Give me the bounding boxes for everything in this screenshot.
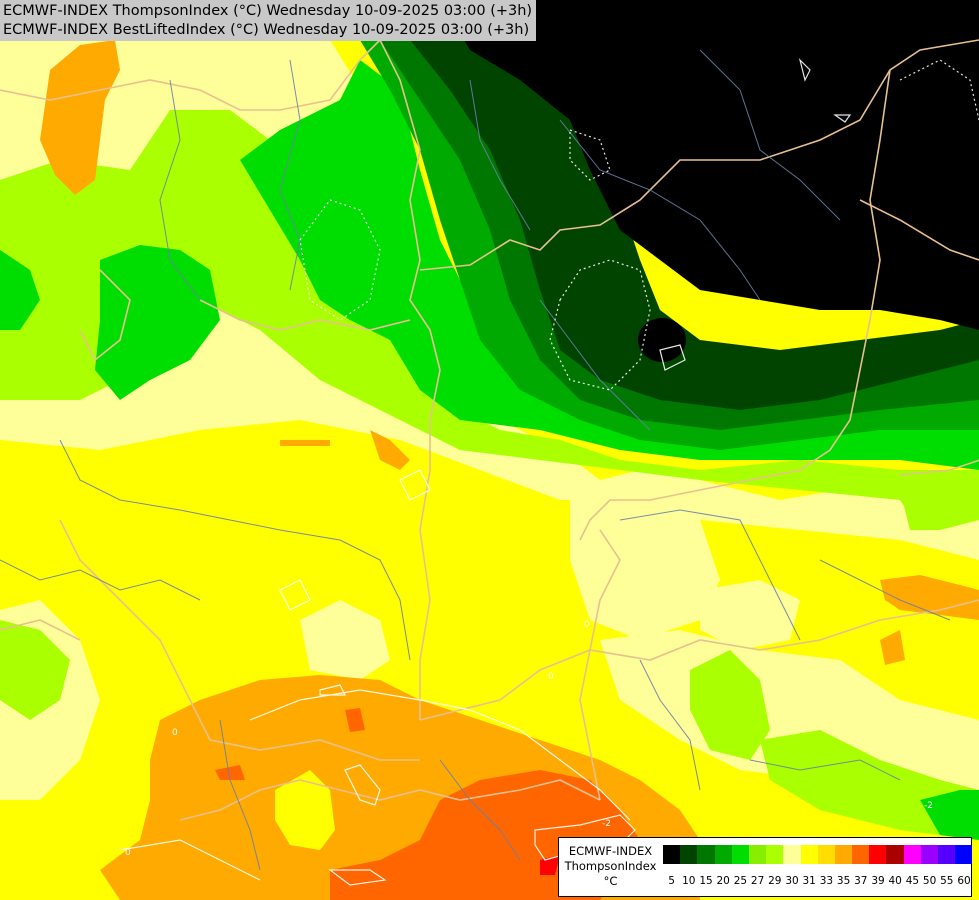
green-zones (0, 60, 979, 840)
header-line-bestlifted: ECMWF-INDEX BestLiftedIndex (°C) Wednesd… (3, 22, 530, 38)
country-borders (0, 39, 979, 821)
legend-tick-label: 31 (802, 875, 816, 887)
legend-swatch (920, 845, 938, 864)
contour-label: 0 (548, 672, 554, 682)
legend-tick-label: 5 (668, 875, 675, 887)
legend-swatch (852, 845, 870, 864)
legend-title: ECMWF-INDEX ThompsonIndex °C (559, 844, 662, 889)
legend-tick-label: 30 (785, 875, 799, 887)
legend-tick-label: 10 (682, 875, 696, 887)
legend-swatch (955, 845, 973, 864)
legend-swatch (886, 845, 904, 864)
legend-swatch (697, 845, 715, 864)
color-legend: ECMWF-INDEX ThompsonIndex °C 5 10 15 20 25 27… (558, 837, 973, 897)
legend-tick-label: 40 (888, 875, 902, 887)
legend-tick-label: 39 (871, 875, 885, 887)
map-header: ECMWF-INDEX ThompsonIndex (°C) Wednesday… (0, 0, 537, 41)
legend-swatch (783, 845, 801, 864)
black-zone (440, 0, 979, 362)
yellow-green-zones (0, 90, 979, 840)
legend-swatch (766, 845, 784, 864)
legend-swatch (903, 845, 921, 864)
legend-swatch (817, 845, 835, 864)
legend-swatch (834, 845, 853, 864)
contour-label: 0 (584, 620, 590, 630)
legend-tick-label: 50 (922, 875, 937, 887)
regional-borders (0, 49, 951, 871)
contour-label: 0 (125, 848, 131, 858)
legend-title-unit: °C (603, 874, 618, 888)
legend-swatch (731, 845, 749, 864)
legend-tick-label: 29 (768, 875, 782, 887)
legend-swatch (663, 845, 681, 864)
legend-tick-label: 55 (940, 875, 954, 887)
contour-label: -2 (924, 801, 933, 811)
yellow-pocket (275, 770, 335, 850)
contour-labels: 0 0 -2 0 -2 0 (125, 620, 933, 858)
legend-title-parameter: ThompsonIndex (564, 859, 657, 873)
darkest-green-zone (410, 40, 979, 410)
legend-swatch (800, 845, 818, 864)
legend-swatch (869, 845, 887, 864)
legend-title-source: ECMWF-INDEX (568, 844, 653, 858)
legend-swatch (748, 845, 767, 864)
legend-tick-label: 15 (699, 875, 713, 887)
header-line-thompson: ECMWF-INDEX ThompsonIndex (°C) Wednesday… (3, 3, 533, 19)
legend-swatch (680, 845, 698, 864)
legend-swatch (938, 845, 956, 864)
legend-tick-label: 25 (733, 875, 748, 887)
legend-tick-label: 35 (836, 875, 851, 887)
legend-swatch (714, 845, 732, 864)
legend-tick-label: 33 (819, 875, 834, 887)
legend-ticks: 5 10 15 20 25 27 29 30 31 33 35 37 39 40 45 50 55 60 (663, 875, 973, 889)
lifted-index-contours (119, 58, 979, 886)
contour-label: -2 (602, 819, 611, 829)
legend-tick-label: 20 (716, 875, 730, 887)
contour-label: 0 (172, 728, 178, 738)
medium-green-zone (360, 40, 979, 450)
legend-tick-label: 27 (750, 875, 765, 887)
legend-swatches (663, 845, 973, 864)
legend-tick-label: 60 (957, 875, 971, 887)
legend-tick-label: 37 (854, 875, 868, 887)
legend-tick-label: 45 (905, 875, 920, 887)
